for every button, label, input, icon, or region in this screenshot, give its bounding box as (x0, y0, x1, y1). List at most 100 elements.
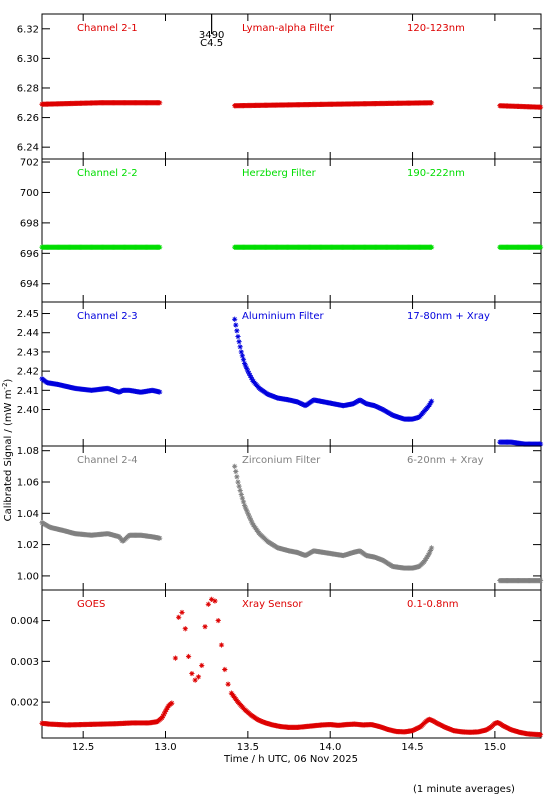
y-tick-label: 6.28 (17, 83, 39, 94)
data-point (241, 360, 248, 367)
y-axis-label-main: Calibrated Signal / (mW m (3, 390, 14, 522)
data-point (233, 468, 239, 475)
data-point (238, 491, 244, 498)
data-point (218, 642, 225, 648)
panel-frame (41, 589, 542, 739)
data-point (157, 389, 163, 395)
data-point (235, 479, 241, 485)
data-point (428, 100, 435, 106)
data-point (159, 715, 165, 721)
y-tick-label: 702 (20, 158, 39, 169)
data-point (233, 322, 239, 328)
y-tick-label: 0.002 (10, 698, 39, 709)
y-tick-label: 0.004 (10, 616, 39, 627)
data-point (246, 370, 252, 376)
data-point (537, 578, 544, 584)
data-point (245, 510, 251, 516)
data-point (235, 333, 241, 340)
panel-label: Aluminium Filter (242, 311, 325, 322)
data-point (157, 100, 163, 106)
data-point (245, 368, 251, 374)
panel-channel-2-3: 2.40 2.41 2.42 2.43 2.44 2.45 Channel 2-3 Alumi… (17, 301, 544, 447)
y-tick-label: 2.43 (17, 347, 39, 358)
data-point (423, 556, 429, 562)
data-point (239, 353, 245, 359)
data-point (157, 244, 163, 250)
panel-label: Channel 2-1 (77, 23, 138, 34)
data-point (424, 554, 430, 560)
y-tick-label: 2.45 (17, 309, 39, 320)
y-tick-label: 1.02 (17, 540, 39, 551)
y-tick-label: 694 (20, 279, 39, 290)
y-tick-label: 6.26 (17, 113, 39, 124)
x-tick-label: 14.5 (401, 742, 423, 753)
data-point (192, 677, 198, 683)
data-point (428, 545, 435, 551)
data-point (176, 614, 182, 620)
y-axis-label-end: ) (3, 379, 14, 383)
panel-label: 17-80nm + Xray (407, 311, 490, 322)
y-tick-label: 2.41 (17, 386, 39, 397)
panel-frame (41, 445, 542, 591)
event-marker-label-top: 3490 (199, 30, 224, 41)
x-tick-label: 13.0 (154, 742, 176, 753)
panel-label: GOES (77, 599, 105, 610)
data-point (243, 363, 249, 369)
series-channel-2-2 (39, 244, 544, 250)
y-tick-label: 2.42 (17, 367, 39, 378)
panel-label: Lyman-alpha Filter (242, 23, 335, 34)
x-tick-label: 13.5 (237, 742, 259, 753)
data-point (160, 713, 166, 719)
data-point (215, 617, 221, 624)
data-point (427, 400, 434, 406)
data-point (241, 502, 248, 509)
data-point (422, 557, 428, 563)
panel-label: Channel 2-4 (77, 455, 138, 466)
data-point (199, 662, 205, 669)
data-point (202, 624, 208, 630)
panel-label: 190-222nm (407, 168, 465, 179)
data-point (164, 705, 170, 711)
data-point (209, 596, 215, 602)
panel-label: 120-123nm (407, 23, 465, 34)
data-point (428, 398, 435, 404)
data-point (247, 515, 253, 521)
data-point (232, 463, 238, 469)
data-point (161, 711, 167, 717)
data-point (426, 402, 432, 408)
data-point (169, 700, 175, 706)
data-point (425, 552, 431, 558)
x-axis-label: Time / h UTC, 06 Nov 2025 (223, 754, 358, 765)
data-point (247, 372, 253, 379)
y-tick-label: 1.04 (17, 509, 39, 520)
data-point (427, 547, 434, 554)
panel-label: Channel 2-2 (77, 168, 138, 179)
data-point (205, 601, 211, 607)
data-point (537, 104, 544, 110)
data-point (236, 483, 242, 489)
y-axis-label-sup: -2 (1, 383, 9, 390)
y-tick-label: 1.00 (17, 571, 39, 582)
data-point (163, 707, 169, 713)
panel-label: Xray Sensor (242, 599, 303, 610)
data-point (222, 666, 228, 673)
data-point (189, 670, 195, 677)
data-point (234, 328, 240, 334)
series-channel-2-4 (39, 463, 544, 584)
x-tick-label: 12.5 (72, 742, 94, 753)
data-point (244, 366, 250, 372)
data-point (237, 487, 243, 493)
footnote-text: (1 minute averages) (413, 784, 515, 795)
data-point (248, 374, 254, 381)
data-point (236, 339, 242, 345)
x-tick-label: 14.0 (319, 742, 341, 753)
series-channel-2-1 (39, 100, 544, 110)
y-axis-label: Calibrated Signal / (mW m-2) (1, 379, 14, 522)
panel-label: Zirconium Filter (242, 455, 321, 466)
x-tick-label: 15.0 (484, 742, 506, 753)
series-goes (39, 596, 544, 738)
y-tick-label: 696 (20, 249, 39, 260)
data-point (249, 520, 255, 526)
